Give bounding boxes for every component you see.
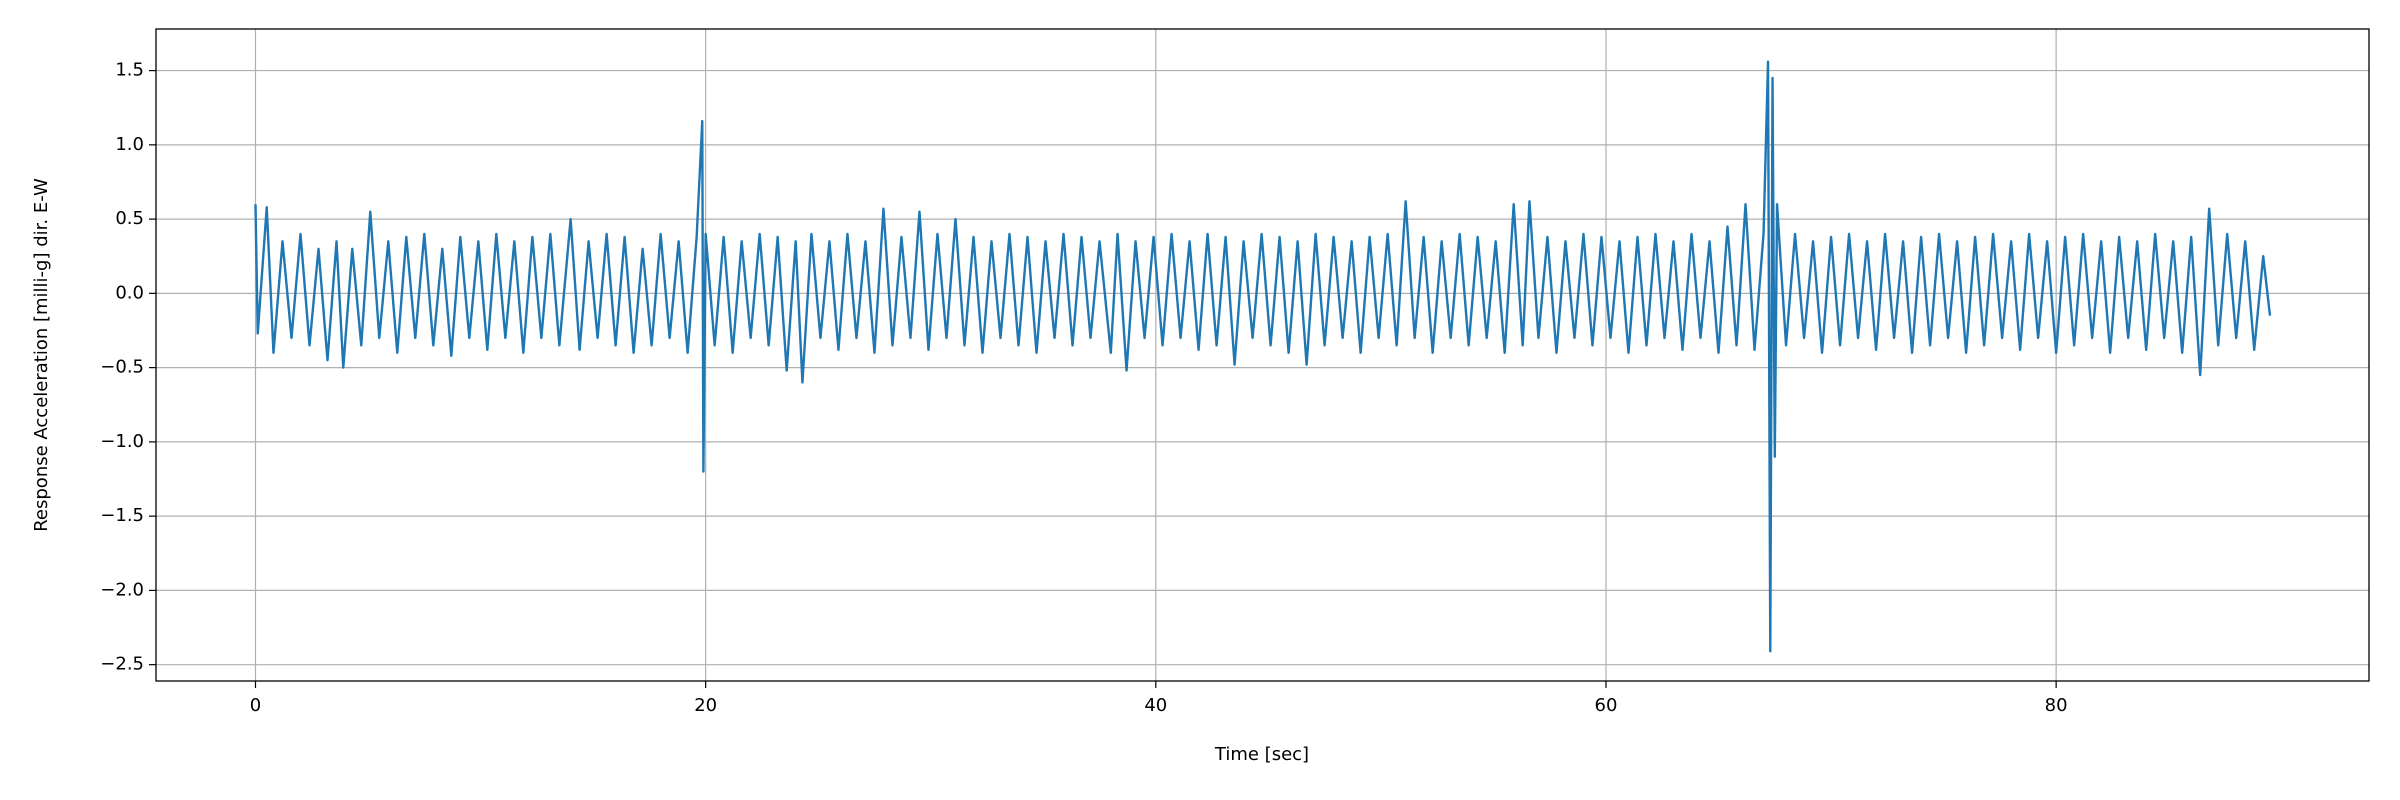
y-tick-label: −2.0: [100, 579, 144, 600]
y-tick-label: 1.5: [115, 60, 144, 81]
y-tick-label: 0.0: [115, 282, 144, 303]
x-tick-label: 60: [1595, 695, 1618, 716]
y-tick-label: 1.0: [115, 134, 144, 155]
line-series: [254, 60, 2272, 653]
y-axis-label: Response Acceleration [milli-g] dir. E-W: [31, 178, 52, 532]
x-tick-label: 40: [1144, 695, 1167, 716]
y-tick-label: −1.0: [100, 431, 144, 452]
x-axis-label: Time [sec]: [1214, 744, 1309, 765]
y-tick-label: −0.5: [100, 357, 144, 378]
x-tick-label: 80: [2045, 695, 2068, 716]
plot-frame: [155, 28, 2370, 682]
x-tick-label: 20: [694, 695, 717, 716]
x-tick-label: 0: [250, 695, 261, 716]
y-tick-label: 0.5: [115, 208, 144, 229]
y-tick-label: −2.5: [100, 654, 144, 675]
y-tick-label: −1.5: [100, 505, 144, 526]
